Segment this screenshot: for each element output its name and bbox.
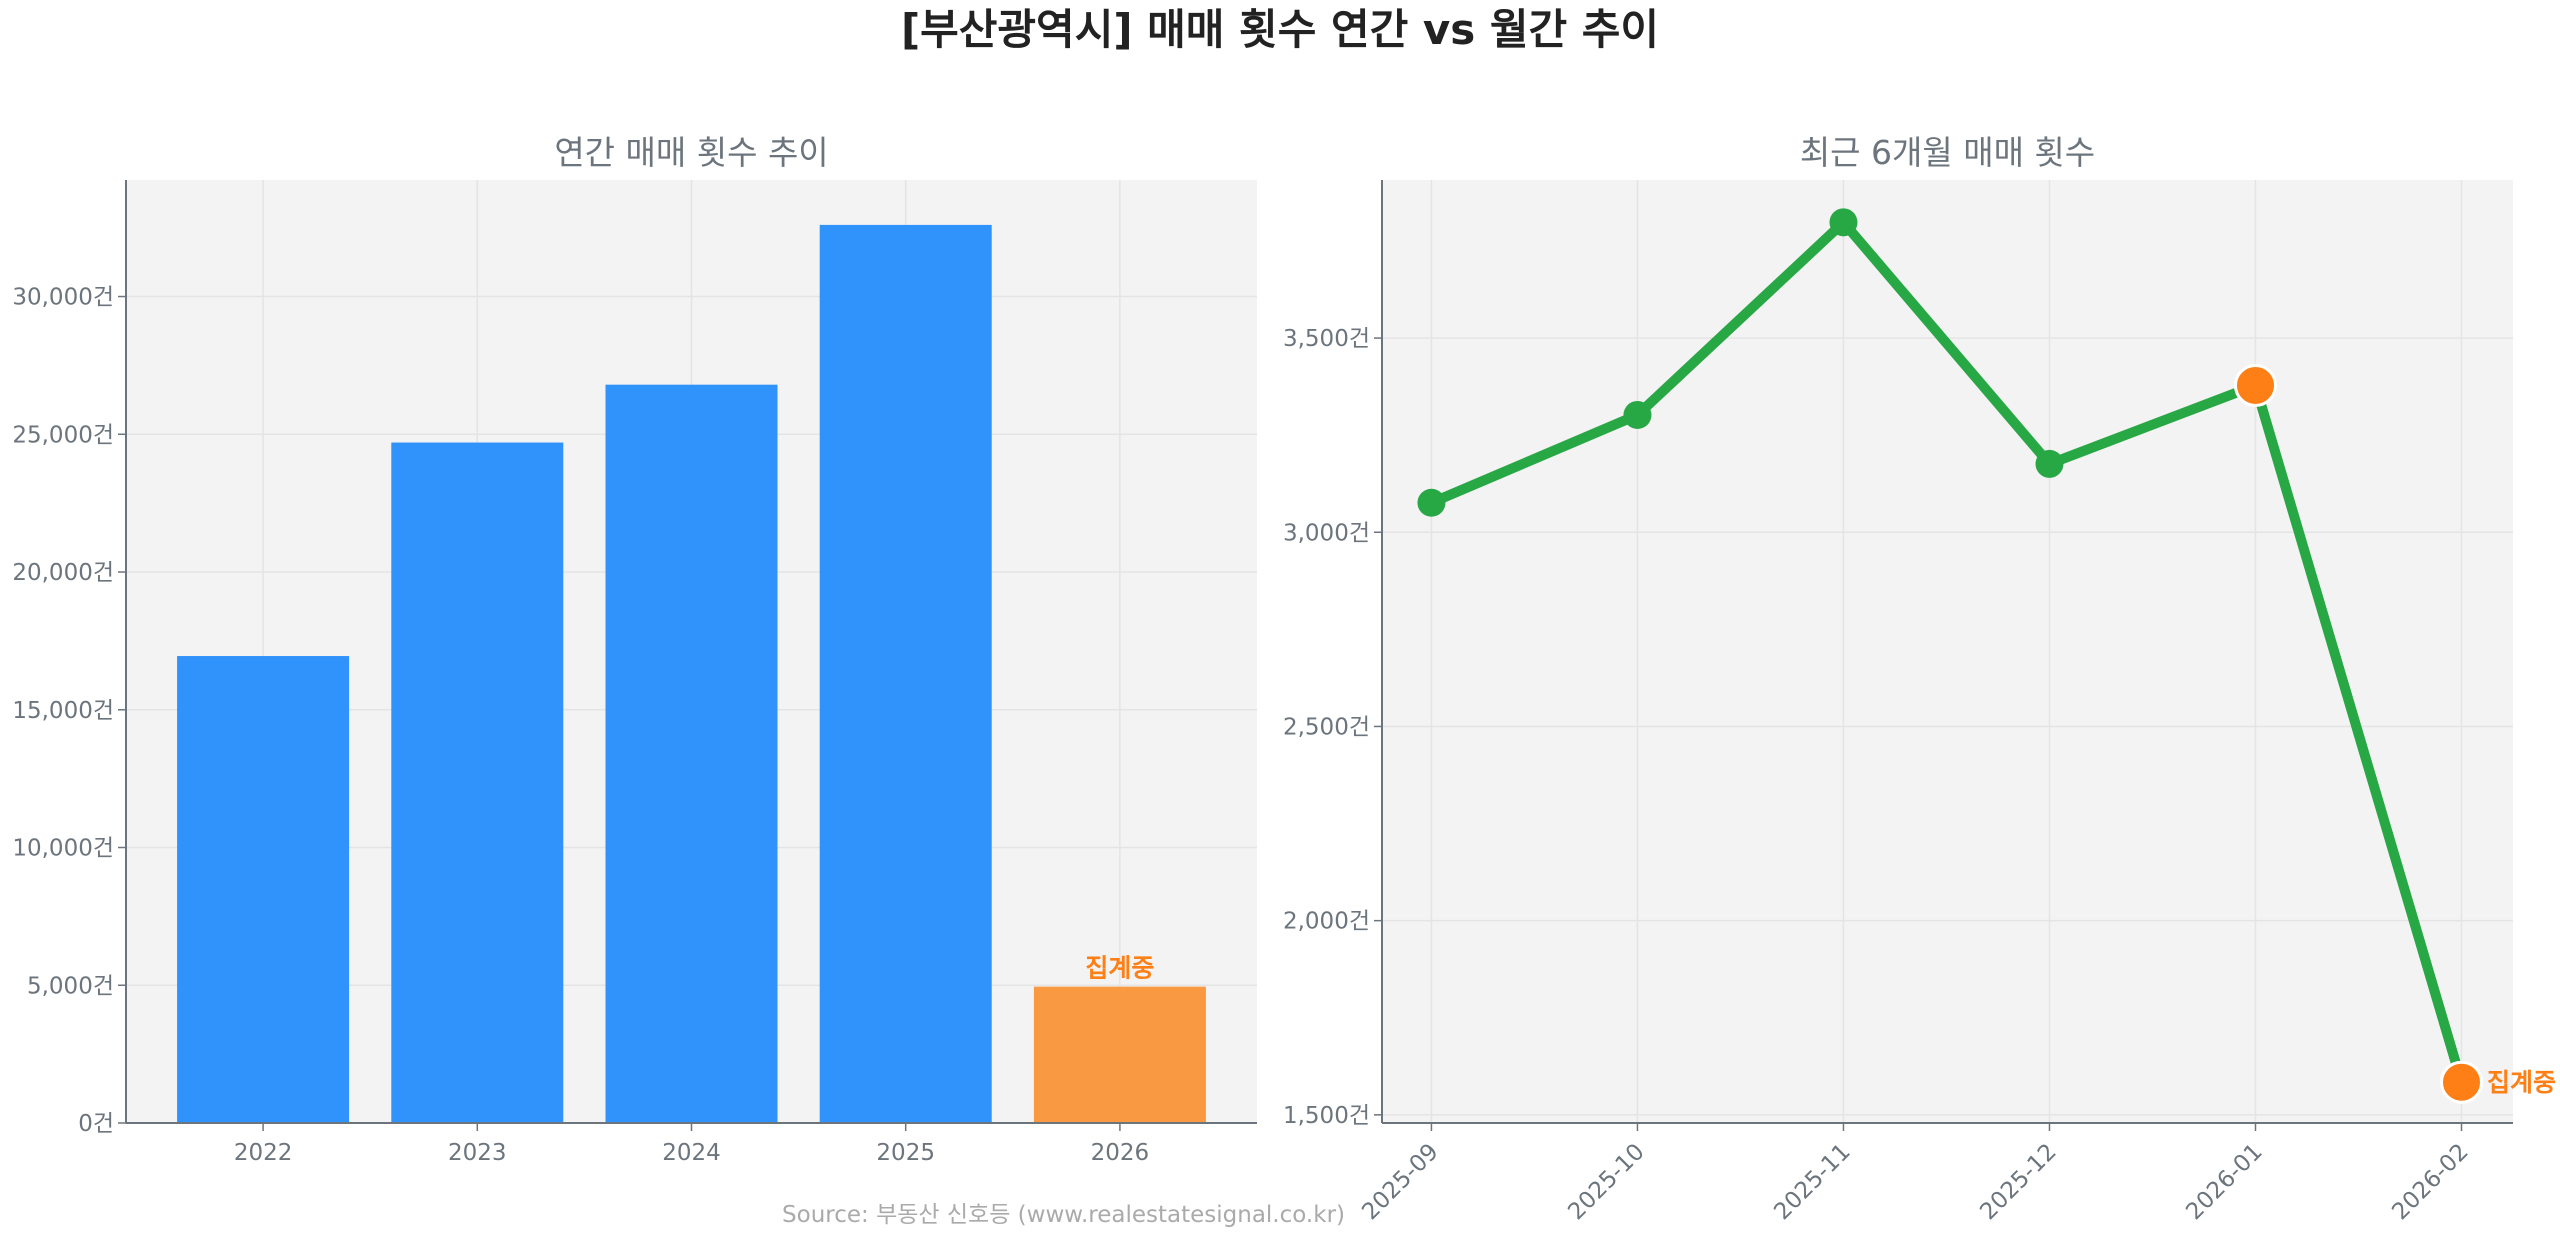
bar-chart-y-tick-label: 0건 xyxy=(78,1111,114,1137)
point-2026-02 xyxy=(2439,1060,2483,1104)
bar-chart-y-tick-label: 15,000건 xyxy=(12,698,114,724)
line-chart-y-tick-label: 1,500건 xyxy=(1283,1103,1370,1129)
line-chart-y-tick-label: 3,000건 xyxy=(1283,520,1370,546)
bar-chart-title: 연간 매매 횟수 추이 xyxy=(554,133,828,172)
bar-2023 xyxy=(391,442,564,1123)
series-line xyxy=(1429,217,2467,1084)
line-chart-x-tick-label: 2025-09 xyxy=(1357,1139,1443,1225)
bar-chart-y-tick-label: 5,000건 xyxy=(27,973,114,999)
annual-bar-chart: 0건 5,000건 10,000건 15,000건 20,000건 25,000건 30,0… xyxy=(12,133,1257,1166)
line-chart-x-tick-label: 2025-11 xyxy=(1769,1139,1855,1225)
bar-chart-x-tick-label: 2022 xyxy=(234,1140,293,1166)
line-chart-title: 최근 6개월 매매 횟수 xyxy=(1800,133,2095,172)
bar-2024 xyxy=(605,384,778,1123)
line-chart-x-tick-label: 2025-10 xyxy=(1563,1139,1649,1225)
bar-2022 xyxy=(177,656,350,1123)
partial-annotation: 집계중 xyxy=(2487,1068,2556,1097)
bar-chart-x-tick-label: 2023 xyxy=(448,1140,507,1166)
line-chart-y-tick-label: 2,000건 xyxy=(1283,909,1370,935)
point-2026-01 xyxy=(2233,363,2277,407)
source-text: Source: 부동산 신호등 (www.realestatesignal.co… xyxy=(782,1202,1345,1228)
point-2025-09 xyxy=(1417,488,1446,517)
point-2025-11 xyxy=(1829,208,1858,237)
line-chart-x-tick-label: 2026-01 xyxy=(2181,1139,2267,1225)
monthly-line-chart: 1,500건 2,000건 2,500건 3,000건 3,500건 최근 6개월 매매 … xyxy=(1283,133,2556,1225)
line-chart-y-tick-label: 2,500건 xyxy=(1283,714,1370,740)
partial-annotation: 집계중 xyxy=(1085,954,1154,983)
line-chart-x-tick-label: 2025-12 xyxy=(1975,1139,2061,1225)
bar-2025 xyxy=(819,224,992,1123)
bar-chart-x-tick-label: 2025 xyxy=(876,1140,935,1166)
bar-chart-y-tick-label: 20,000건 xyxy=(12,560,114,586)
point-2025-12 xyxy=(2035,449,2064,478)
bar-chart-x-tick-label: 2026 xyxy=(1091,1140,1150,1166)
line-chart-x-tick-label: 2026-02 xyxy=(2387,1139,2473,1225)
bar-chart-y-tick-label: 25,000건 xyxy=(12,422,114,448)
bar-chart-y-tick-label: 10,000건 xyxy=(12,836,114,862)
bar-chart-y-tick-label: 30,000건 xyxy=(12,285,114,311)
bar-2026 xyxy=(1033,986,1206,1123)
line-chart-y-tick-label: 3,500건 xyxy=(1283,326,1370,352)
line-chart-plot-area xyxy=(1382,180,2513,1123)
bar-chart-x-tick-label: 2024 xyxy=(662,1140,721,1166)
figure-title: [부산광역시] 매매 횟수 연간 vs 월간 추이 xyxy=(901,5,1659,54)
point-2025-10 xyxy=(1623,400,1652,429)
